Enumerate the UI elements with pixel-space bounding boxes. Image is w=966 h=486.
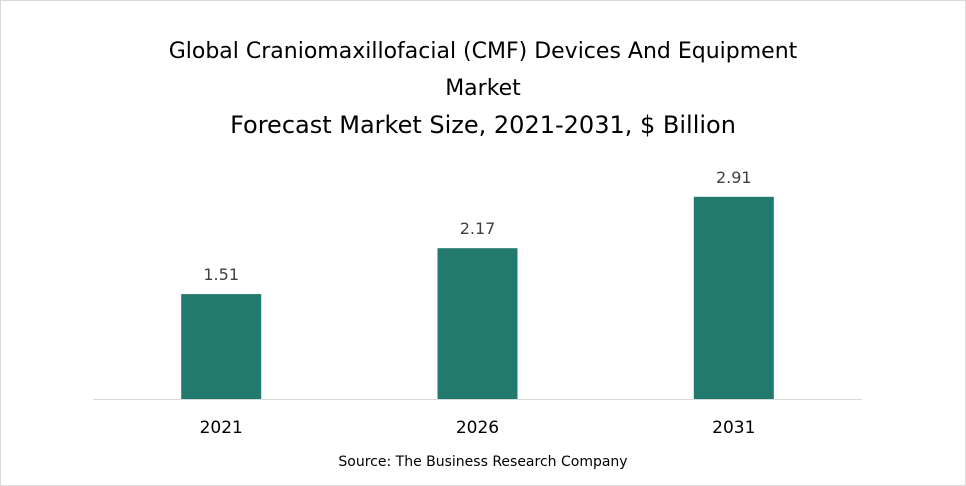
bar-2031 [693, 196, 774, 399]
chart-subtitle: Forecast Market Size, 2021-2031, $ Billi… [230, 111, 736, 139]
x-tick-label-2021: 2021 [200, 418, 243, 438]
data-label-2026: 2.17 [460, 219, 496, 238]
bar-2026 [437, 248, 518, 399]
source-note: Source: The Business Research Company [338, 454, 628, 470]
data-label-2031: 2.91 [716, 168, 752, 187]
chart-title-line-2: Market [445, 76, 521, 101]
bar-2021 [181, 294, 262, 399]
data-label-2021: 1.51 [203, 265, 239, 284]
x-tick-label-2031: 2031 [712, 418, 755, 438]
chart-title-line-1: Global Craniomaxillofacial (CMF) Devices… [168, 39, 798, 64]
x-tick-label-2026: 2026 [456, 418, 499, 438]
chart-title: Global Craniomaxillofacial (CMF) Devices… [0, 33, 966, 144]
